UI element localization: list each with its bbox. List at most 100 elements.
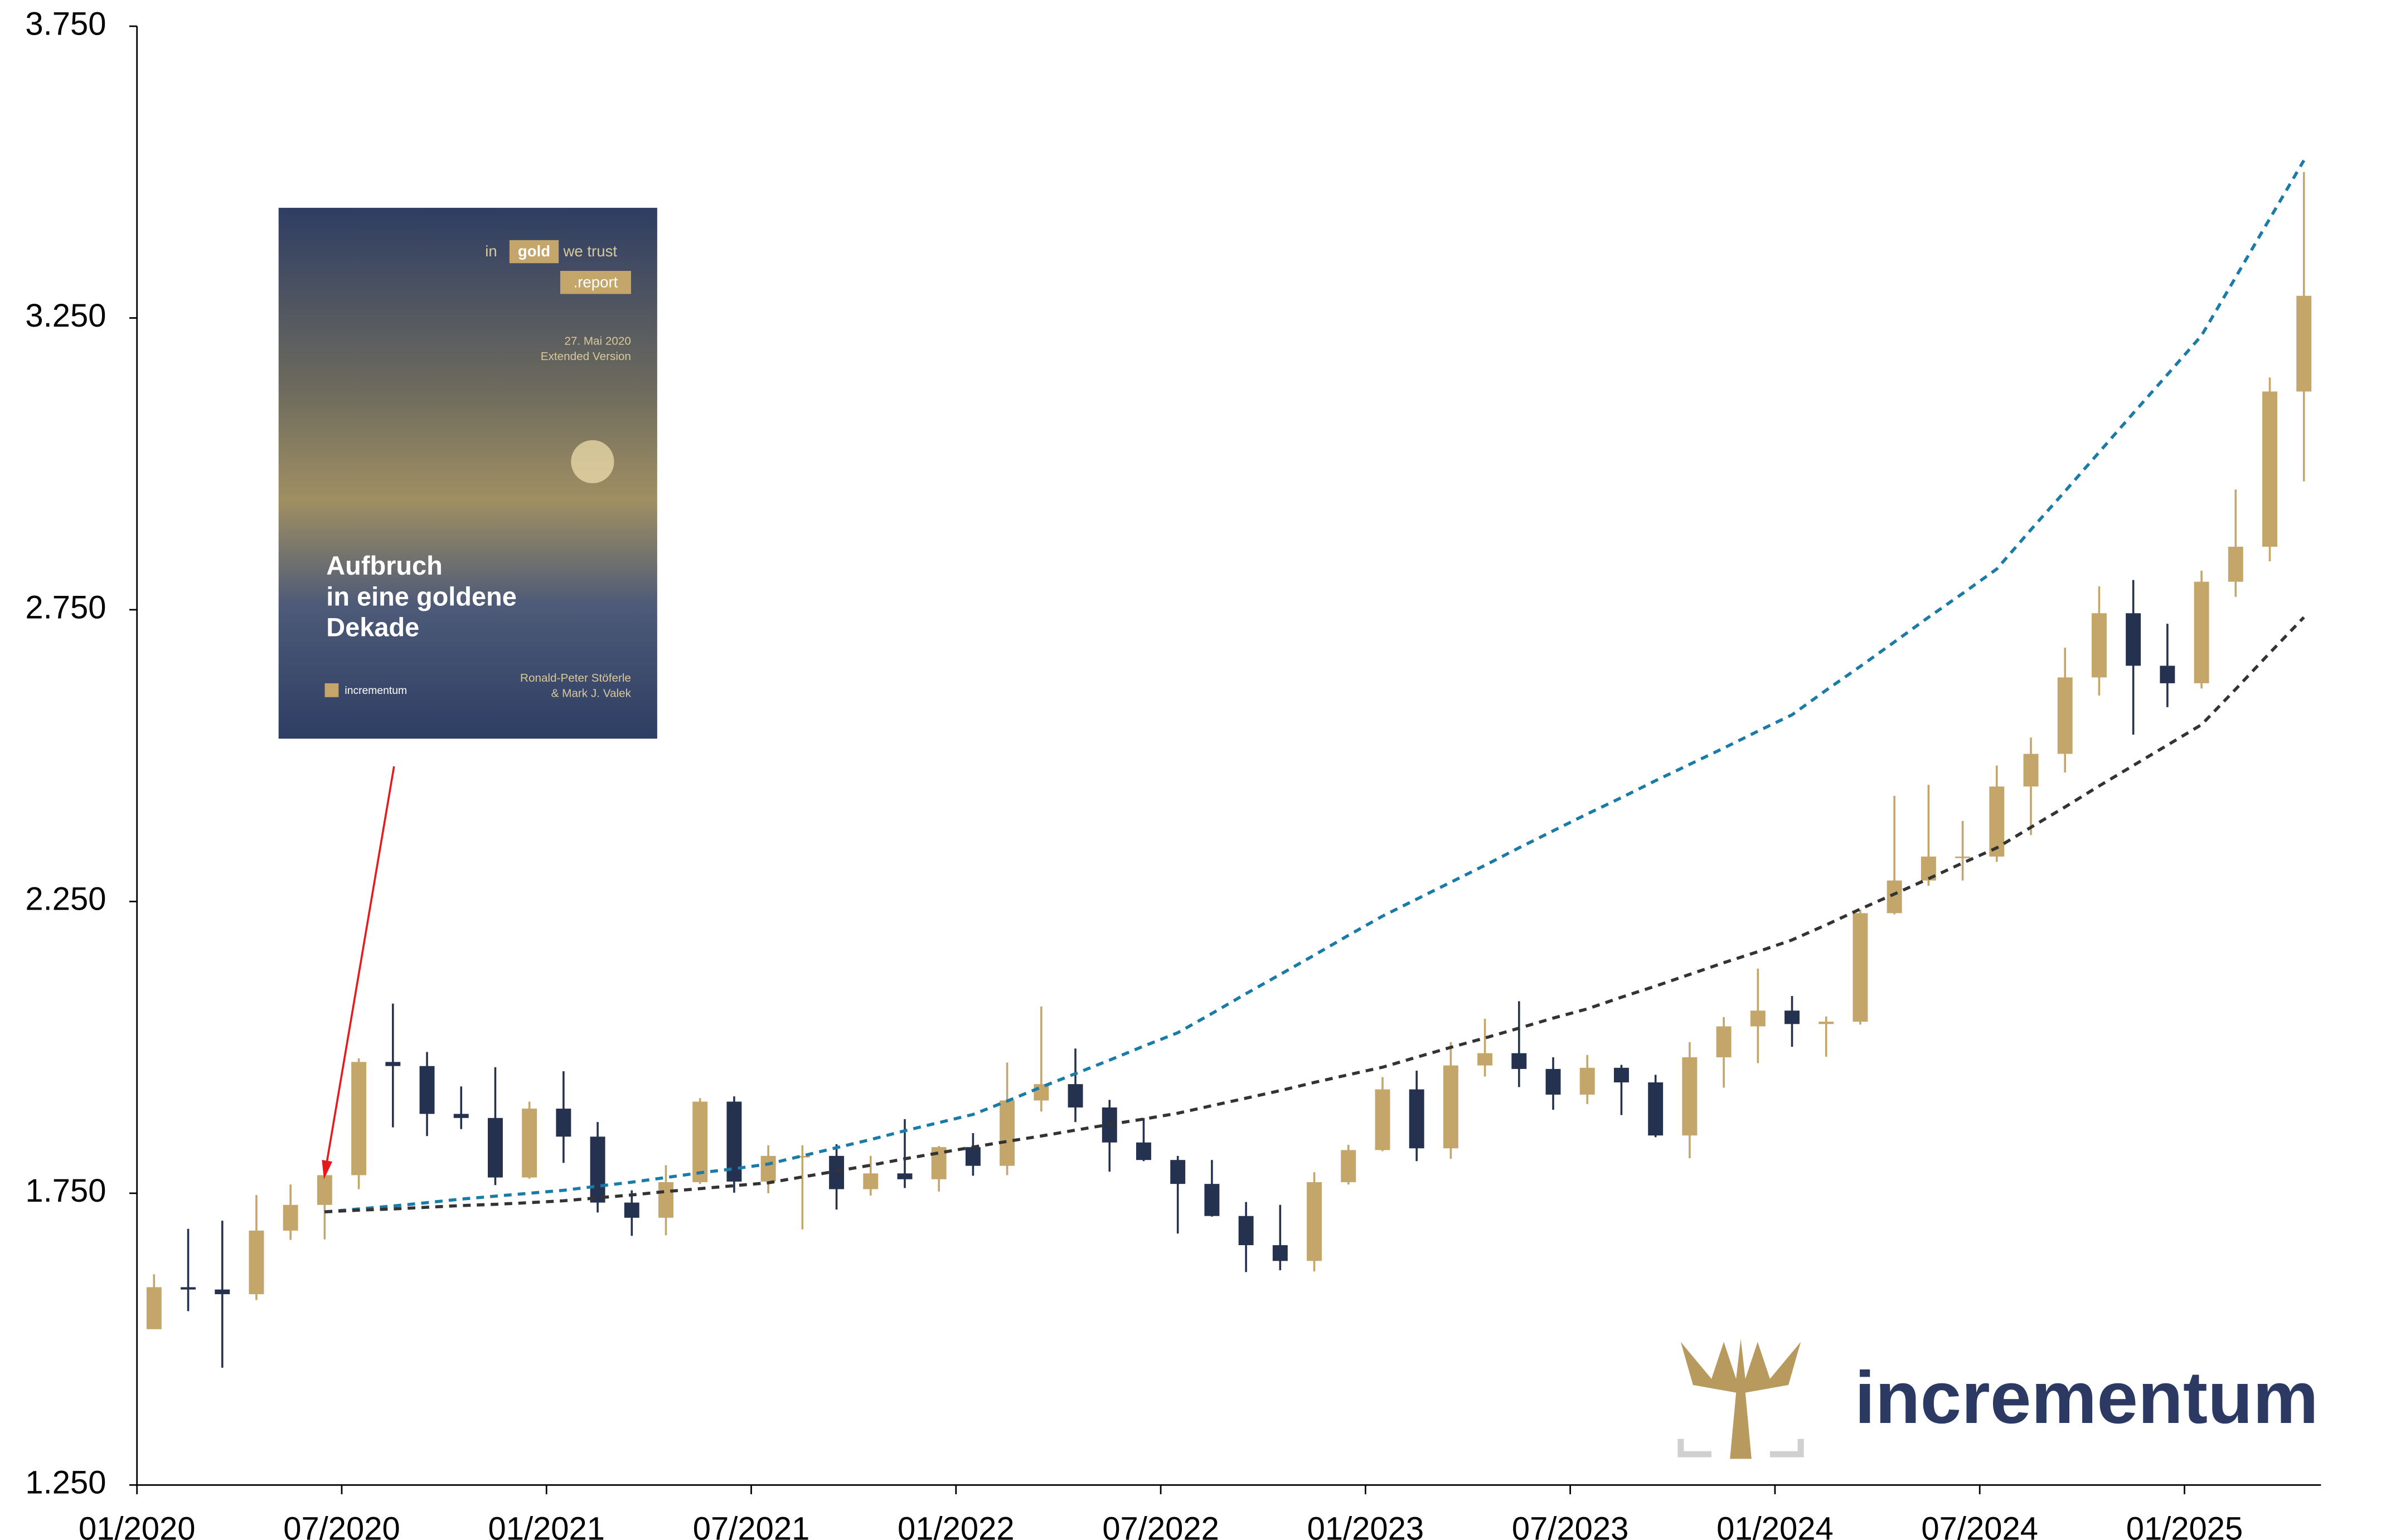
candle-body xyxy=(658,1182,673,1218)
candle-body xyxy=(1682,1057,1698,1136)
y-tick-label: 3.250 xyxy=(25,298,106,334)
cover-box xyxy=(509,240,559,264)
x-tick-label: 01/2023 xyxy=(1307,1511,1424,1540)
candle-body xyxy=(624,1202,639,1218)
cover-sun xyxy=(571,440,614,484)
logo: incrementum xyxy=(1677,1339,2319,1459)
projection-line xyxy=(324,159,2306,1214)
candle-body xyxy=(1375,1089,1390,1150)
y-tick-label: 1.250 xyxy=(25,1465,106,1501)
cover-text: .report xyxy=(574,273,618,290)
candle-body xyxy=(1204,1184,1220,1216)
candle-body xyxy=(1443,1065,1458,1149)
candle-body xyxy=(2057,677,2073,754)
candle-body xyxy=(1784,1011,1800,1024)
candle-body xyxy=(556,1109,571,1137)
candle-body xyxy=(2160,665,2175,683)
x-tick-label: 01/2022 xyxy=(898,1511,1015,1540)
candle-body xyxy=(1887,880,1902,914)
candle-body xyxy=(522,1109,537,1178)
candle-body xyxy=(1716,1026,1732,1057)
candle-body xyxy=(2296,295,2312,392)
candle-body xyxy=(2126,613,2141,666)
candle-body xyxy=(1341,1150,1356,1182)
y-tick-label: 2.250 xyxy=(25,882,106,917)
candle-body xyxy=(1955,856,1971,858)
x-tick-label: 07/2020 xyxy=(283,1511,400,1540)
candle-body xyxy=(1511,1053,1527,1069)
arrow xyxy=(323,766,395,1175)
report-cover: in gold we trust .report 27. Mai 2020 Ex… xyxy=(278,207,657,739)
candle-body xyxy=(1477,1053,1493,1066)
candle-body xyxy=(1648,1082,1664,1136)
candle-body xyxy=(1170,1160,1186,1184)
candle-body xyxy=(181,1287,196,1290)
candle-body xyxy=(1853,913,1868,1022)
y-tick-label: 1.750 xyxy=(25,1173,106,1209)
candle-body xyxy=(1307,1182,1322,1261)
cover-text: we trust xyxy=(562,242,617,260)
candle-body xyxy=(1136,1142,1151,1160)
candle-body xyxy=(2262,391,2277,547)
candle-body xyxy=(863,1173,879,1189)
cover-box xyxy=(560,271,631,294)
logo-text: incrementum xyxy=(1855,1357,2319,1439)
cover-text: 27. Mai 2020 xyxy=(564,334,631,347)
cover-text: Ronald-Peter Stöferle xyxy=(520,672,631,684)
cover-title: in eine goldene xyxy=(326,582,517,611)
candle-body xyxy=(1750,1011,1766,1027)
cover-text: gold xyxy=(518,242,550,260)
cover-logo-icon xyxy=(324,683,339,697)
candle-body xyxy=(760,1155,776,1182)
candle-body xyxy=(249,1230,264,1294)
candle-body xyxy=(1579,1067,1595,1095)
x-tick-label: 01/2020 xyxy=(79,1511,196,1540)
candle-body xyxy=(965,1147,981,1166)
cover-title: Aufbruch xyxy=(326,551,443,580)
candle-body xyxy=(590,1136,605,1203)
arrow-head xyxy=(322,1159,333,1180)
candle-body xyxy=(1034,1084,1049,1101)
candle-body xyxy=(351,1062,367,1175)
candle-body xyxy=(385,1062,401,1066)
candle-body xyxy=(1238,1216,1254,1246)
cover-text: & Mark J. Valek xyxy=(551,687,632,700)
candle-body xyxy=(283,1204,298,1231)
candle-body xyxy=(931,1147,947,1179)
candle-body xyxy=(1409,1089,1424,1149)
x-tick-label: 07/2022 xyxy=(1102,1511,1219,1540)
candle-body xyxy=(146,1287,162,1329)
logo-tree xyxy=(1680,1339,1801,1459)
candle-body xyxy=(2023,754,2039,787)
x-tick-label: 01/2025 xyxy=(2126,1511,2243,1540)
candle-body xyxy=(1272,1245,1288,1261)
candle-body xyxy=(794,1155,810,1158)
candle-body xyxy=(1068,1084,1083,1107)
candle-body xyxy=(1989,786,2005,857)
projection-line xyxy=(324,616,2305,1214)
candle-body xyxy=(2228,546,2243,582)
candle-body xyxy=(215,1289,230,1294)
candle-body xyxy=(1614,1067,1629,1082)
x-tick-label: 01/2021 xyxy=(488,1511,605,1540)
cover-title: Dekade xyxy=(326,613,419,642)
candle-body xyxy=(2194,581,2209,683)
candle-body xyxy=(1819,1022,1834,1024)
cover-text: in xyxy=(485,242,497,260)
candle-body xyxy=(1545,1068,1561,1095)
candle-body xyxy=(419,1066,435,1114)
candle-body xyxy=(2091,613,2107,678)
candle-body xyxy=(453,1114,469,1118)
plot: 1.250 1.750 2.250 2.750 3.250 3.750 01/2020 07/… xyxy=(25,6,2321,1540)
x-tick-label: 01/2024 xyxy=(1716,1511,1834,1540)
y-tick-label: 2.750 xyxy=(25,590,106,625)
cover-text: incrementum xyxy=(345,685,407,697)
x-tick-label: 07/2024 xyxy=(1921,1511,2038,1540)
candle-body xyxy=(317,1175,332,1205)
candle-body xyxy=(897,1173,913,1179)
cover-text: Extended Version xyxy=(541,350,631,363)
candle-body xyxy=(692,1101,708,1182)
candle-body xyxy=(487,1118,503,1178)
